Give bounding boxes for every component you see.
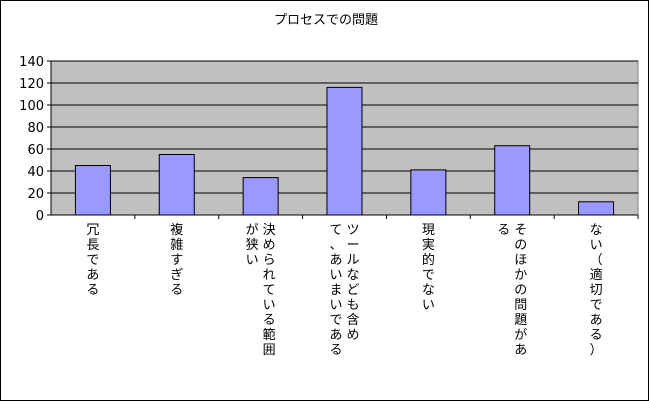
bar-2	[242, 177, 279, 216]
y-tick-label: 60	[27, 143, 44, 158]
y-tick-label: 80	[27, 121, 44, 136]
bar-0	[74, 165, 111, 216]
y-tick-label: 20	[27, 187, 44, 202]
category-label-4: 現実的でない	[422, 223, 435, 313]
category-label-1: 複雑すぎる	[170, 222, 183, 298]
bar-6	[578, 201, 615, 216]
y-tick-label: 100	[19, 99, 44, 114]
category-label-text: ツールなども含め	[346, 223, 359, 343]
y-tick-label: 0	[36, 209, 44, 224]
bar-5	[494, 145, 531, 216]
bar-3	[326, 86, 363, 216]
category-label-0: 冗長である	[86, 223, 99, 298]
category-label-text: る	[497, 223, 510, 238]
category-label-text: 決められている範囲	[263, 223, 276, 358]
category-label-6: ない（適切である）	[590, 223, 603, 358]
y-tick-label: 40	[27, 165, 44, 180]
bar-1	[158, 154, 195, 216]
category-label-text: 冗長である	[86, 223, 99, 298]
category-label-text: 複雑すぎる	[170, 222, 183, 298]
axes	[50, 61, 639, 219]
y-tick-label: 140	[19, 55, 44, 70]
category-label-text: ない（適切である）	[590, 223, 603, 358]
bars	[74, 86, 615, 216]
category-label-text: そのほかの問題があ	[514, 223, 527, 358]
y-tick-label: 120	[19, 77, 44, 92]
chart-title: プロセスでの問題	[274, 13, 378, 28]
category-label-text: が狭い	[246, 223, 259, 268]
bar-4	[410, 169, 447, 216]
y-tick-labels: 0 20 40 60 80 100 120 140	[19, 55, 44, 224]
category-label-text: て、あいまいである	[329, 223, 342, 358]
category-label-text: 現実的でない	[422, 223, 435, 313]
